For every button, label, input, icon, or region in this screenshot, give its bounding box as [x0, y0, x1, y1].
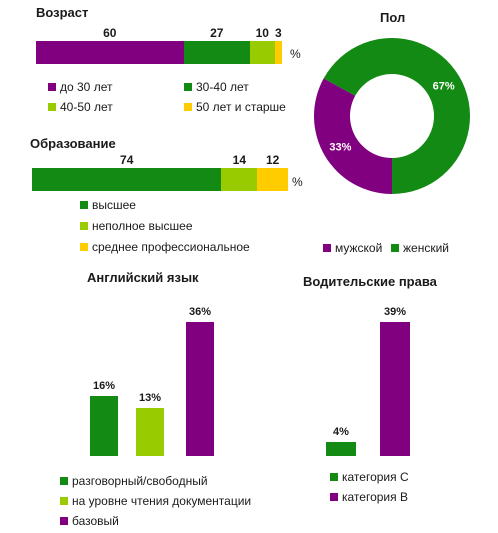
english-legend: разговорный/свободный на уровне чтения до…: [60, 474, 280, 530]
gender-legend-swatch: [323, 244, 331, 252]
license-title: Водительские права: [303, 274, 437, 289]
education-segment: [257, 168, 288, 191]
education-legend-item: высшее: [80, 198, 136, 212]
license-bar-label: 4%: [333, 426, 349, 439]
age-legend-swatch: [48, 103, 56, 111]
english-legend-item: на уровне чтения документации: [60, 494, 251, 508]
license-legend-swatch: [330, 493, 338, 501]
education-segment: [32, 168, 222, 191]
education-unit: %: [292, 175, 303, 189]
education-stacked-bar: [32, 168, 288, 191]
gender-slice-label: 33%: [329, 142, 351, 154]
english-legend-item: разговорный/свободный: [60, 474, 208, 488]
education-segment: [221, 168, 258, 191]
gender-legend-swatch: [391, 244, 399, 252]
english-bar-label: 13%: [138, 391, 162, 404]
education-title: Образование: [30, 136, 116, 151]
license-legend-label: категория C: [342, 470, 409, 484]
gender-legend: мужской женский: [323, 241, 483, 257]
education-value-label: 12: [265, 153, 280, 167]
age-segment: [250, 41, 275, 64]
english-bar-label: 36%: [188, 306, 212, 318]
license-bar: [326, 442, 356, 456]
age-legend-item: 40-50 лет: [48, 100, 113, 114]
education-value-label: 14: [232, 153, 247, 167]
gender-legend-label: мужской: [335, 241, 383, 255]
english-bar: [136, 407, 164, 456]
english-bar-label: 16%: [92, 380, 116, 393]
english-legend-label: разговорный/свободный: [72, 474, 208, 488]
english-legend-label: базовый: [72, 514, 119, 528]
education-value-label: 74: [120, 153, 134, 167]
education-value-labels: 74 14 12: [32, 153, 288, 167]
gender-title: Пол: [380, 10, 406, 25]
license-bar: [380, 322, 410, 456]
license-legend: категория C категория B: [330, 470, 480, 506]
english-bar: [186, 322, 214, 456]
license-legend-item: категория B: [330, 490, 408, 504]
age-segment: [36, 41, 184, 64]
license-bar-chart: 4% 39%: [310, 304, 430, 456]
education-legend-item: среднее профессиональное: [80, 240, 250, 254]
age-value-labels: 60 27 10 3: [36, 26, 282, 40]
age-legend-swatch: [184, 83, 192, 91]
gender-legend-item: женский: [391, 241, 449, 255]
english-legend-swatch: [60, 517, 68, 525]
gender-donut-chart: 33% 67%: [314, 38, 471, 194]
english-title: Английский язык: [87, 270, 199, 285]
education-legend-swatch: [80, 243, 88, 251]
education-legend-label: неполное высшее: [92, 219, 193, 233]
age-value-label: 10: [255, 26, 269, 40]
age-legend-swatch: [48, 83, 56, 91]
age-value-label: 60: [103, 26, 117, 40]
age-legend-item: до 30 лет: [48, 80, 112, 94]
age-stacked-bar: [36, 41, 282, 64]
education-legend: высшее неполное высшее среднее профессиона…: [80, 198, 280, 258]
gender-legend-item: мужской: [323, 241, 382, 255]
education-legend-item: неполное высшее: [80, 219, 193, 233]
age-value-label: 3: [274, 26, 282, 40]
license-legend-item: категория C: [330, 470, 409, 484]
english-bar-chart: 16% 13% 36%: [60, 304, 240, 456]
age-legend-item: 50 лет и старше: [184, 100, 286, 114]
age-legend-label: 30-40 лет: [196, 80, 249, 94]
age-legend-swatch: [184, 103, 192, 111]
license-legend-label: категория B: [342, 490, 408, 504]
age-value-label: 27: [210, 26, 224, 40]
education-legend-label: высшее: [92, 198, 136, 212]
license-bar-label: 39%: [383, 306, 407, 318]
english-legend-item: базовый: [60, 514, 119, 528]
gender-legend-label: женский: [403, 241, 449, 255]
education-legend-label: среднее профессиональное: [92, 240, 250, 254]
english-legend-swatch: [60, 497, 68, 505]
english-bar: [90, 396, 118, 456]
age-legend-item: 30-40 лет: [184, 80, 249, 94]
license-legend-swatch: [330, 473, 338, 481]
age-segment: [183, 41, 250, 64]
age-legend-label: 50 лет и старше: [196, 100, 286, 114]
english-legend-label: на уровне чтения документации: [72, 494, 252, 508]
education-legend-swatch: [80, 201, 88, 209]
age-unit: %: [290, 47, 301, 61]
age-segment: [274, 41, 282, 64]
age-legend-label: 40-50 лет: [60, 100, 113, 114]
age-title: Возраст: [36, 5, 89, 20]
gender-slice-label: 67%: [433, 80, 455, 92]
english-legend-swatch: [60, 477, 68, 485]
age-legend-label: до 30 лет: [60, 80, 113, 94]
gender-slice: [314, 78, 392, 194]
gender-slice: [323, 38, 471, 194]
age-legend: до 30 лет 30-40 лет 40-50 лет 50 лет и стар…: [48, 80, 308, 120]
education-legend-swatch: [80, 222, 88, 230]
